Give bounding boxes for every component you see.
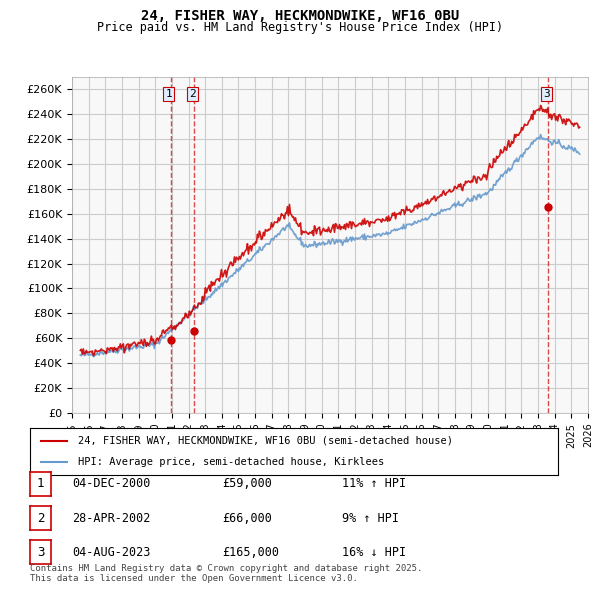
Text: 3: 3 <box>37 546 44 559</box>
Text: Price paid vs. HM Land Registry's House Price Index (HPI): Price paid vs. HM Land Registry's House … <box>97 21 503 34</box>
Text: 9% ↑ HPI: 9% ↑ HPI <box>342 512 399 525</box>
Text: £66,000: £66,000 <box>222 512 272 525</box>
Text: 11% ↑ HPI: 11% ↑ HPI <box>342 477 406 490</box>
Text: £59,000: £59,000 <box>222 477 272 490</box>
Text: 04-DEC-2000: 04-DEC-2000 <box>72 477 151 490</box>
Text: 28-APR-2002: 28-APR-2002 <box>72 512 151 525</box>
Text: 24, FISHER WAY, HECKMONDWIKE, WF16 0BU: 24, FISHER WAY, HECKMONDWIKE, WF16 0BU <box>141 9 459 23</box>
Text: 04-AUG-2023: 04-AUG-2023 <box>72 546 151 559</box>
Text: £165,000: £165,000 <box>222 546 279 559</box>
Text: 1: 1 <box>166 89 172 99</box>
Text: 3: 3 <box>543 89 550 99</box>
Text: 24, FISHER WAY, HECKMONDWIKE, WF16 0BU (semi-detached house): 24, FISHER WAY, HECKMONDWIKE, WF16 0BU (… <box>77 436 452 446</box>
Text: Contains HM Land Registry data © Crown copyright and database right 2025.
This d: Contains HM Land Registry data © Crown c… <box>30 563 422 583</box>
Text: HPI: Average price, semi-detached house, Kirklees: HPI: Average price, semi-detached house,… <box>77 457 384 467</box>
Text: 2: 2 <box>37 512 44 525</box>
Text: 16% ↓ HPI: 16% ↓ HPI <box>342 546 406 559</box>
Text: 1: 1 <box>37 477 44 490</box>
Text: 2: 2 <box>189 89 196 99</box>
